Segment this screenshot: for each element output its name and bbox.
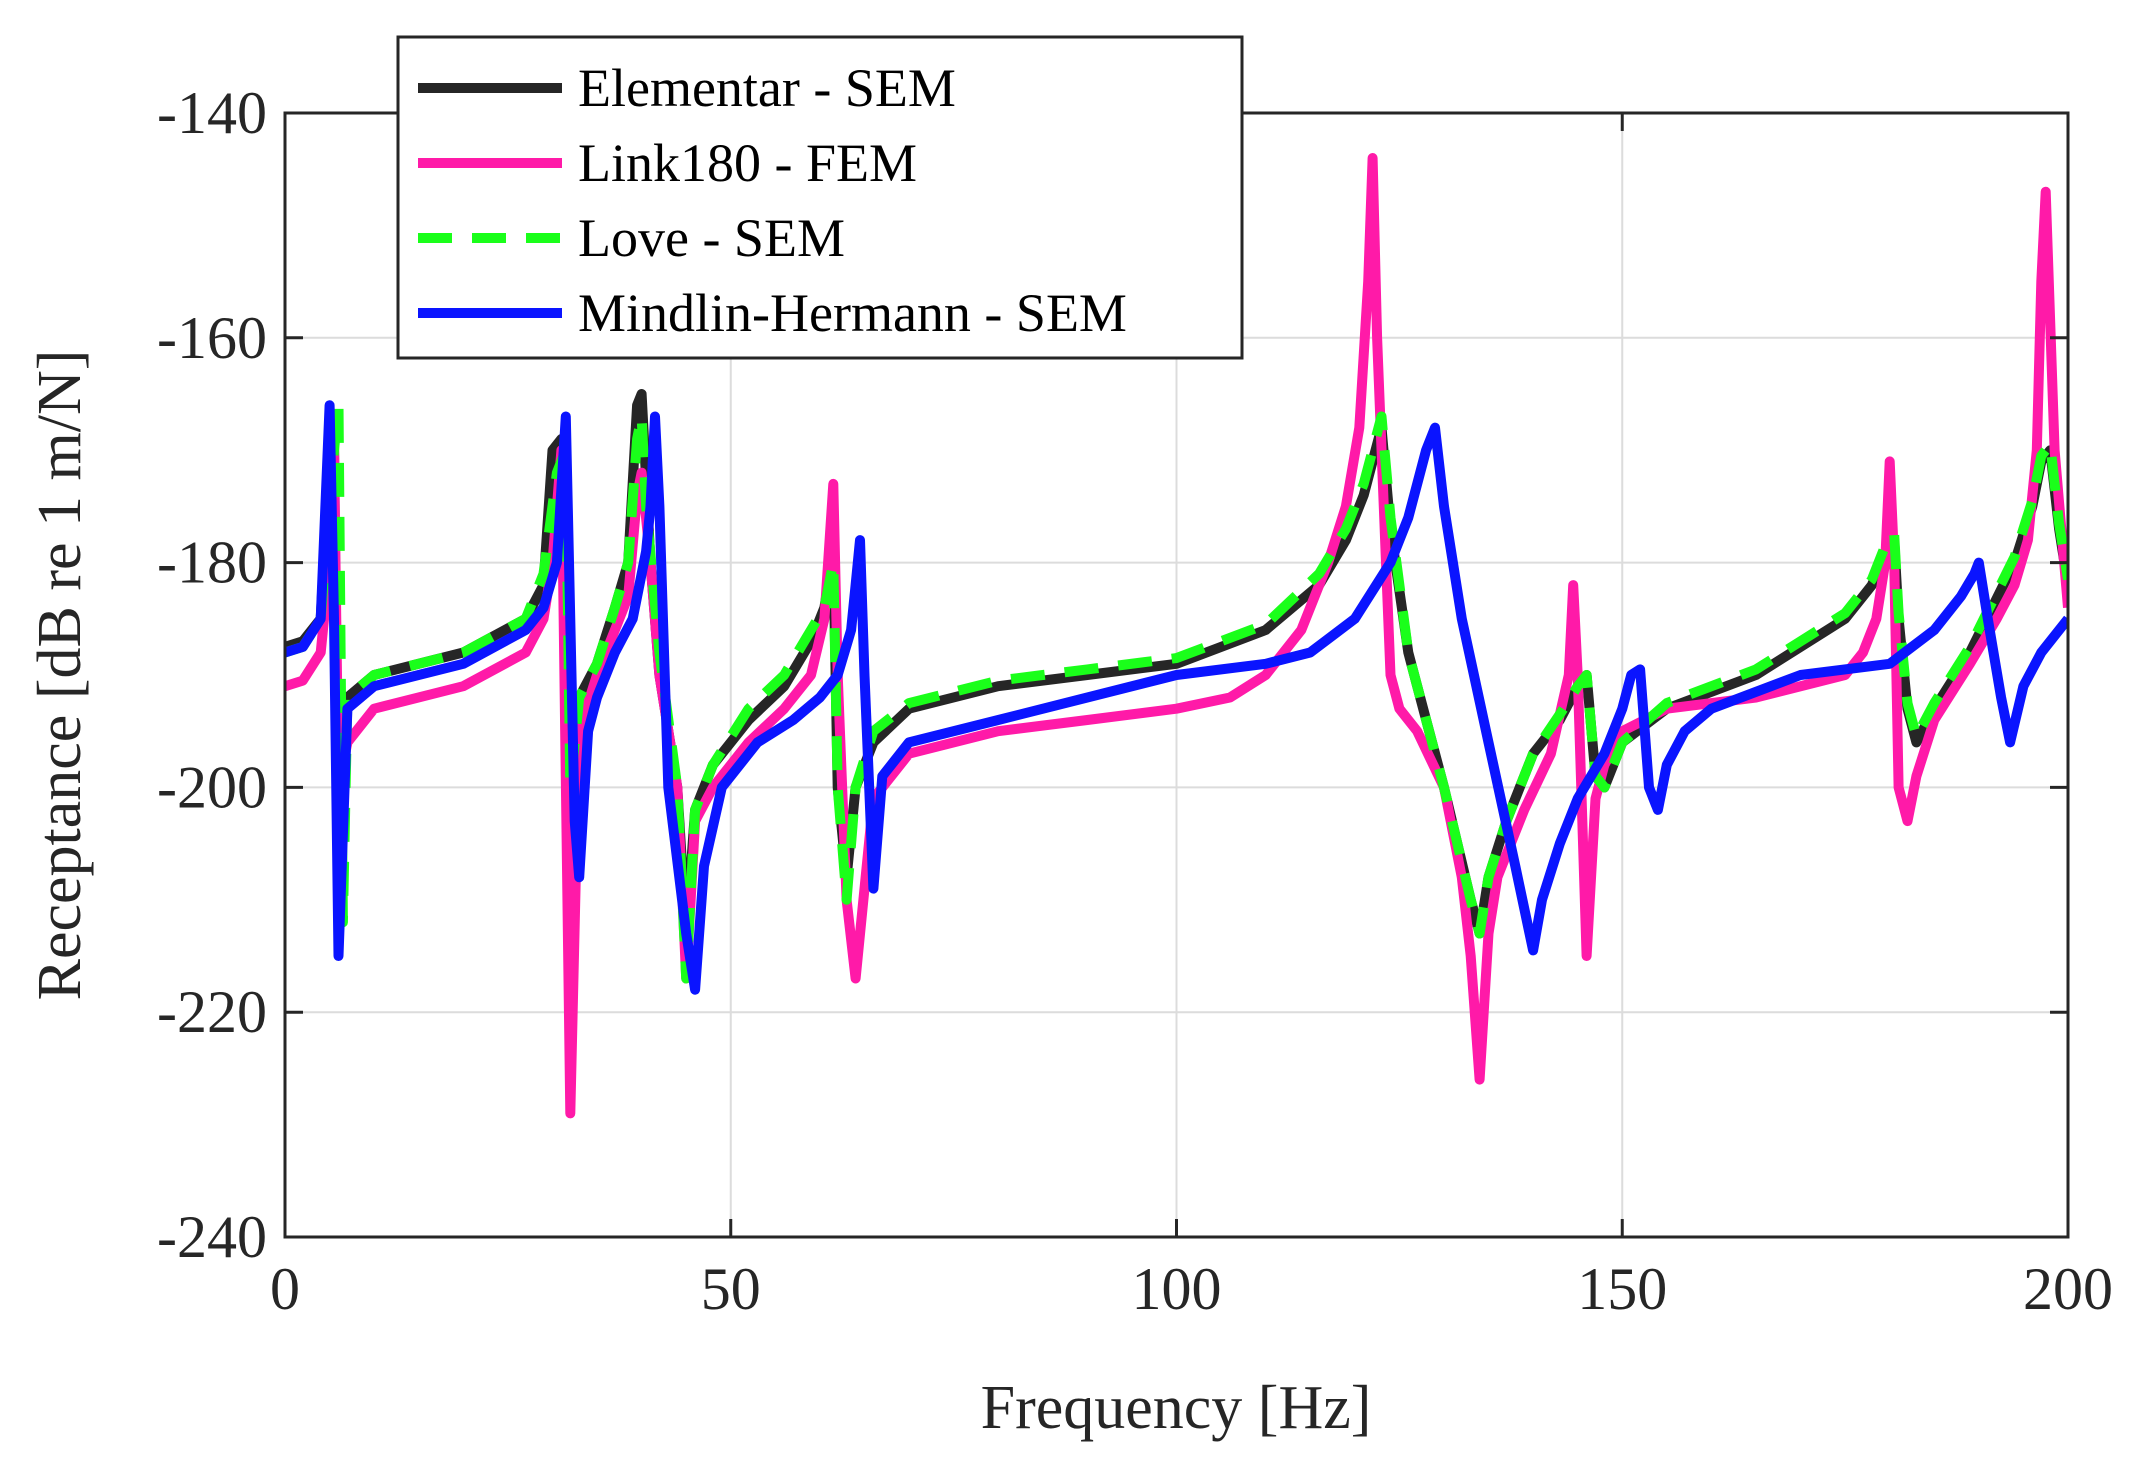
y-tick-label: -200 <box>157 754 267 820</box>
legend-label-link180: Link180 - FEM <box>578 133 917 193</box>
x-tick-label: 100 <box>1132 1256 1222 1322</box>
y-tick-label: -160 <box>157 305 267 371</box>
series-lines <box>285 153 2068 1119</box>
legend: Elementar - SEM Link180 - FEM Love - SEM Mi… <box>396 35 1244 360</box>
x-tick-label: 200 <box>2023 1256 2113 1322</box>
series-line-mindlin <box>285 400 2068 995</box>
legend-label-elementar: Elementar - SEM <box>578 58 956 118</box>
x-axis-label: Frequency [Hz] <box>981 1374 1372 1442</box>
series-line-love <box>285 400 2068 984</box>
legend-items: Elementar - SEM Link180 - FEM Love - SEM Mi… <box>418 58 1127 343</box>
x-tick-label: 50 <box>701 1256 761 1322</box>
x-tick-label: 150 <box>1577 1256 1667 1322</box>
legend-label-mindlin: Mindlin-Hermann - SEM <box>578 283 1127 343</box>
legend-label-love: Love - SEM <box>578 208 845 268</box>
y-tick-label: -180 <box>157 530 267 596</box>
y-tick-label: -220 <box>157 979 267 1045</box>
y-axis-label: Receptance [dB re 1 m/N] <box>26 350 94 1001</box>
y-tick-label: -240 <box>157 1204 267 1270</box>
axis-ticks: 0 50 100 150 200 -240 -220 -200 -180 -160 -140 <box>157 80 2113 1322</box>
x-tick-label: 0 <box>270 1256 300 1322</box>
y-tick-label: -140 <box>157 80 267 146</box>
series-line-link180 <box>285 153 2068 1119</box>
